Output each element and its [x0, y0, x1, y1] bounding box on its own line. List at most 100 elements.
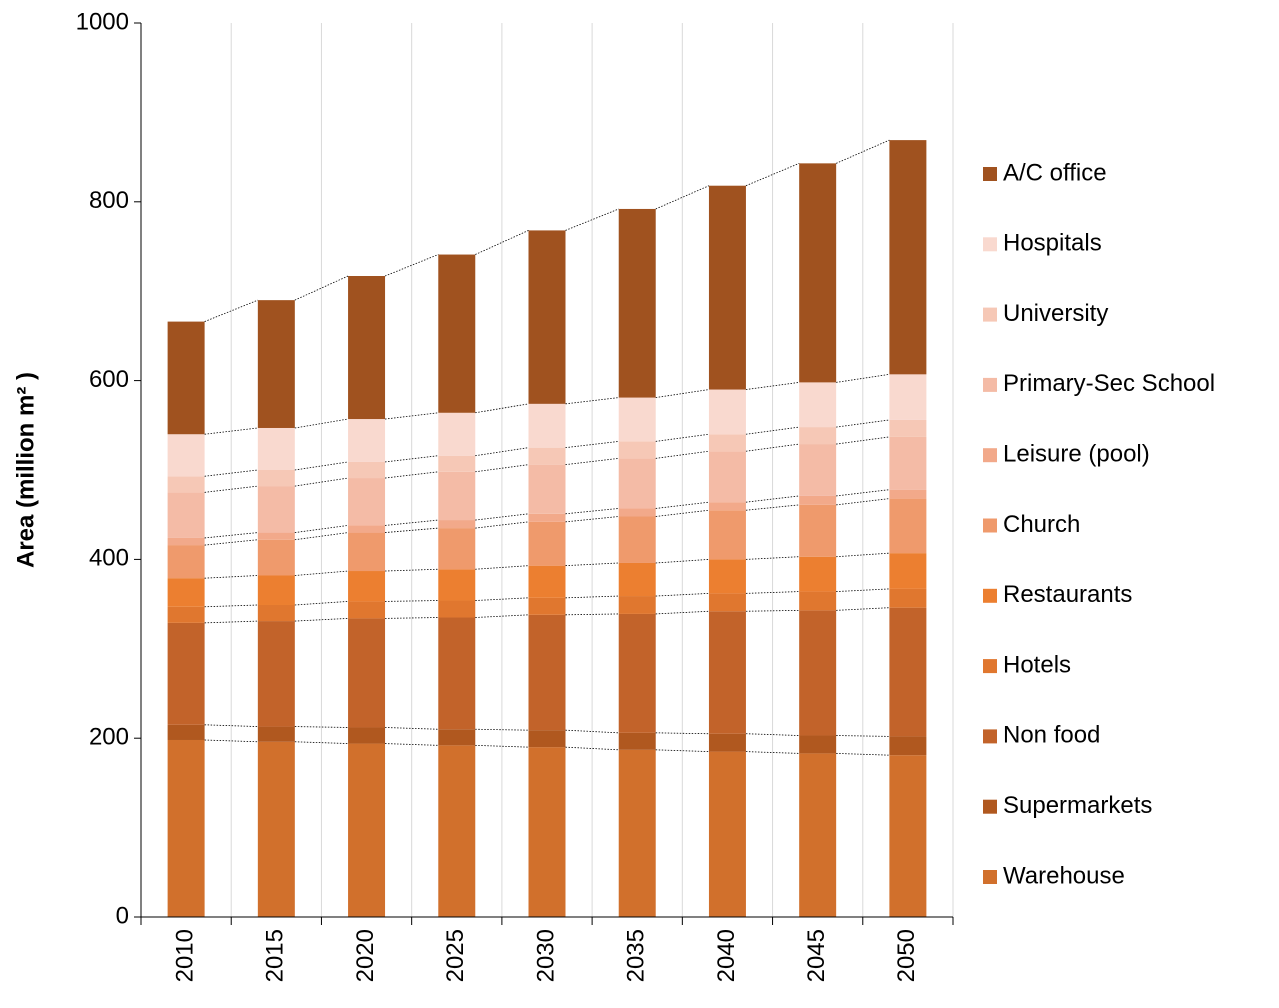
legend-swatch [983, 307, 997, 322]
bar-segment [528, 730, 566, 748]
bar-segment [167, 476, 205, 493]
bar-segment [708, 593, 746, 612]
bar-segment [708, 559, 746, 594]
bar-segment [528, 230, 566, 404]
bar-segment [257, 427, 295, 470]
bar-segment [618, 613, 656, 733]
bar-segment [438, 729, 476, 746]
bar-segment [348, 571, 386, 602]
connector-line [655, 185, 710, 210]
bar-segment [348, 478, 386, 526]
bar-segment [708, 451, 746, 503]
bar-segment [167, 537, 205, 546]
bar-segment [799, 444, 837, 496]
connector-line [565, 208, 619, 231]
bar-segment [799, 735, 837, 754]
bar-segment [618, 441, 656, 459]
bar-segment [438, 617, 476, 730]
legend-swatch [983, 237, 997, 252]
x-tick-label: 2025 [442, 929, 469, 982]
bar-segment [528, 464, 566, 514]
bar-segment [889, 140, 927, 375]
x-tick-label: 2035 [623, 929, 650, 982]
bar-segment [889, 755, 927, 917]
bar-segment [348, 461, 386, 479]
bar-segment [167, 606, 205, 623]
connector-line [294, 275, 349, 301]
bar-segment [528, 747, 566, 917]
bar-segment [708, 751, 746, 917]
x-tick-label: 2010 [171, 929, 198, 982]
x-tick-label: 2030 [532, 929, 559, 982]
y-tick-label: 200 [89, 724, 129, 751]
legend-label: University [1003, 300, 1108, 327]
legend-label: Leisure (pool) [1003, 441, 1150, 468]
x-tick-label: 2040 [713, 929, 740, 982]
bar-segment [889, 419, 927, 437]
bar-segment [167, 739, 205, 917]
bar-segment [708, 389, 746, 435]
bar-segment [348, 727, 386, 744]
bar-segment [257, 726, 295, 742]
legend-label: Restaurants [1003, 581, 1132, 608]
bar-segment [438, 528, 476, 570]
bar-segment [618, 397, 656, 442]
bar-segment [528, 565, 566, 598]
bar-segment [618, 458, 656, 509]
bar-segment [257, 741, 295, 917]
legend-label: Hospitals [1003, 230, 1102, 257]
bar-segment [889, 588, 927, 608]
y-tick-label: 0 [116, 902, 129, 929]
bar-segment [257, 604, 295, 622]
bar-segment [167, 492, 205, 538]
bar-segment [708, 434, 746, 452]
bar-segment [618, 732, 656, 750]
bar-segment [618, 562, 656, 597]
bar-segment [348, 618, 386, 728]
bar-segment [708, 502, 746, 511]
legend-swatch [983, 167, 997, 181]
bar-segment [348, 276, 386, 420]
bar-segment [257, 539, 295, 576]
bar-segment [618, 208, 656, 398]
legend-label: Primary-Sec School [1003, 370, 1215, 397]
bar-segment [528, 597, 566, 615]
bar-segment [167, 545, 205, 579]
legend-swatch [983, 659, 997, 674]
bar-segment [889, 374, 927, 420]
y-tick-label: 800 [89, 187, 129, 214]
bar-segment [348, 601, 386, 619]
x-tick-label: 2045 [803, 929, 830, 982]
x-tick-label: 2050 [893, 929, 920, 982]
bar-segment [889, 607, 927, 737]
legend-swatch [983, 799, 997, 814]
bar-segment [618, 596, 656, 614]
bar-segment [528, 513, 566, 522]
bar-segment [438, 455, 476, 472]
legend-swatch [983, 518, 997, 533]
bar-segment [348, 532, 386, 572]
legend-swatch [983, 448, 997, 463]
bar-segment [257, 486, 295, 533]
bar-segment [799, 556, 837, 592]
bar-segment [799, 610, 837, 736]
y-tick-label: 600 [89, 366, 129, 393]
bar-segment [799, 495, 837, 505]
bar-segment [889, 736, 927, 756]
x-tick-label: 2015 [262, 929, 289, 982]
bar-segment [528, 614, 566, 731]
bar-segment [438, 471, 476, 521]
bar-segment [528, 403, 566, 448]
legend-label: Hotels [1003, 651, 1071, 678]
bar-segment [167, 321, 205, 435]
bar-segment [167, 622, 205, 725]
connector-line [745, 162, 800, 187]
bar-segment [438, 745, 476, 917]
bar-segment [889, 498, 927, 554]
connector-line [475, 230, 529, 255]
legend-label: Church [1003, 511, 1080, 538]
bar-segment [889, 553, 927, 589]
connector-line [836, 139, 890, 164]
bar-segment [167, 724, 205, 740]
